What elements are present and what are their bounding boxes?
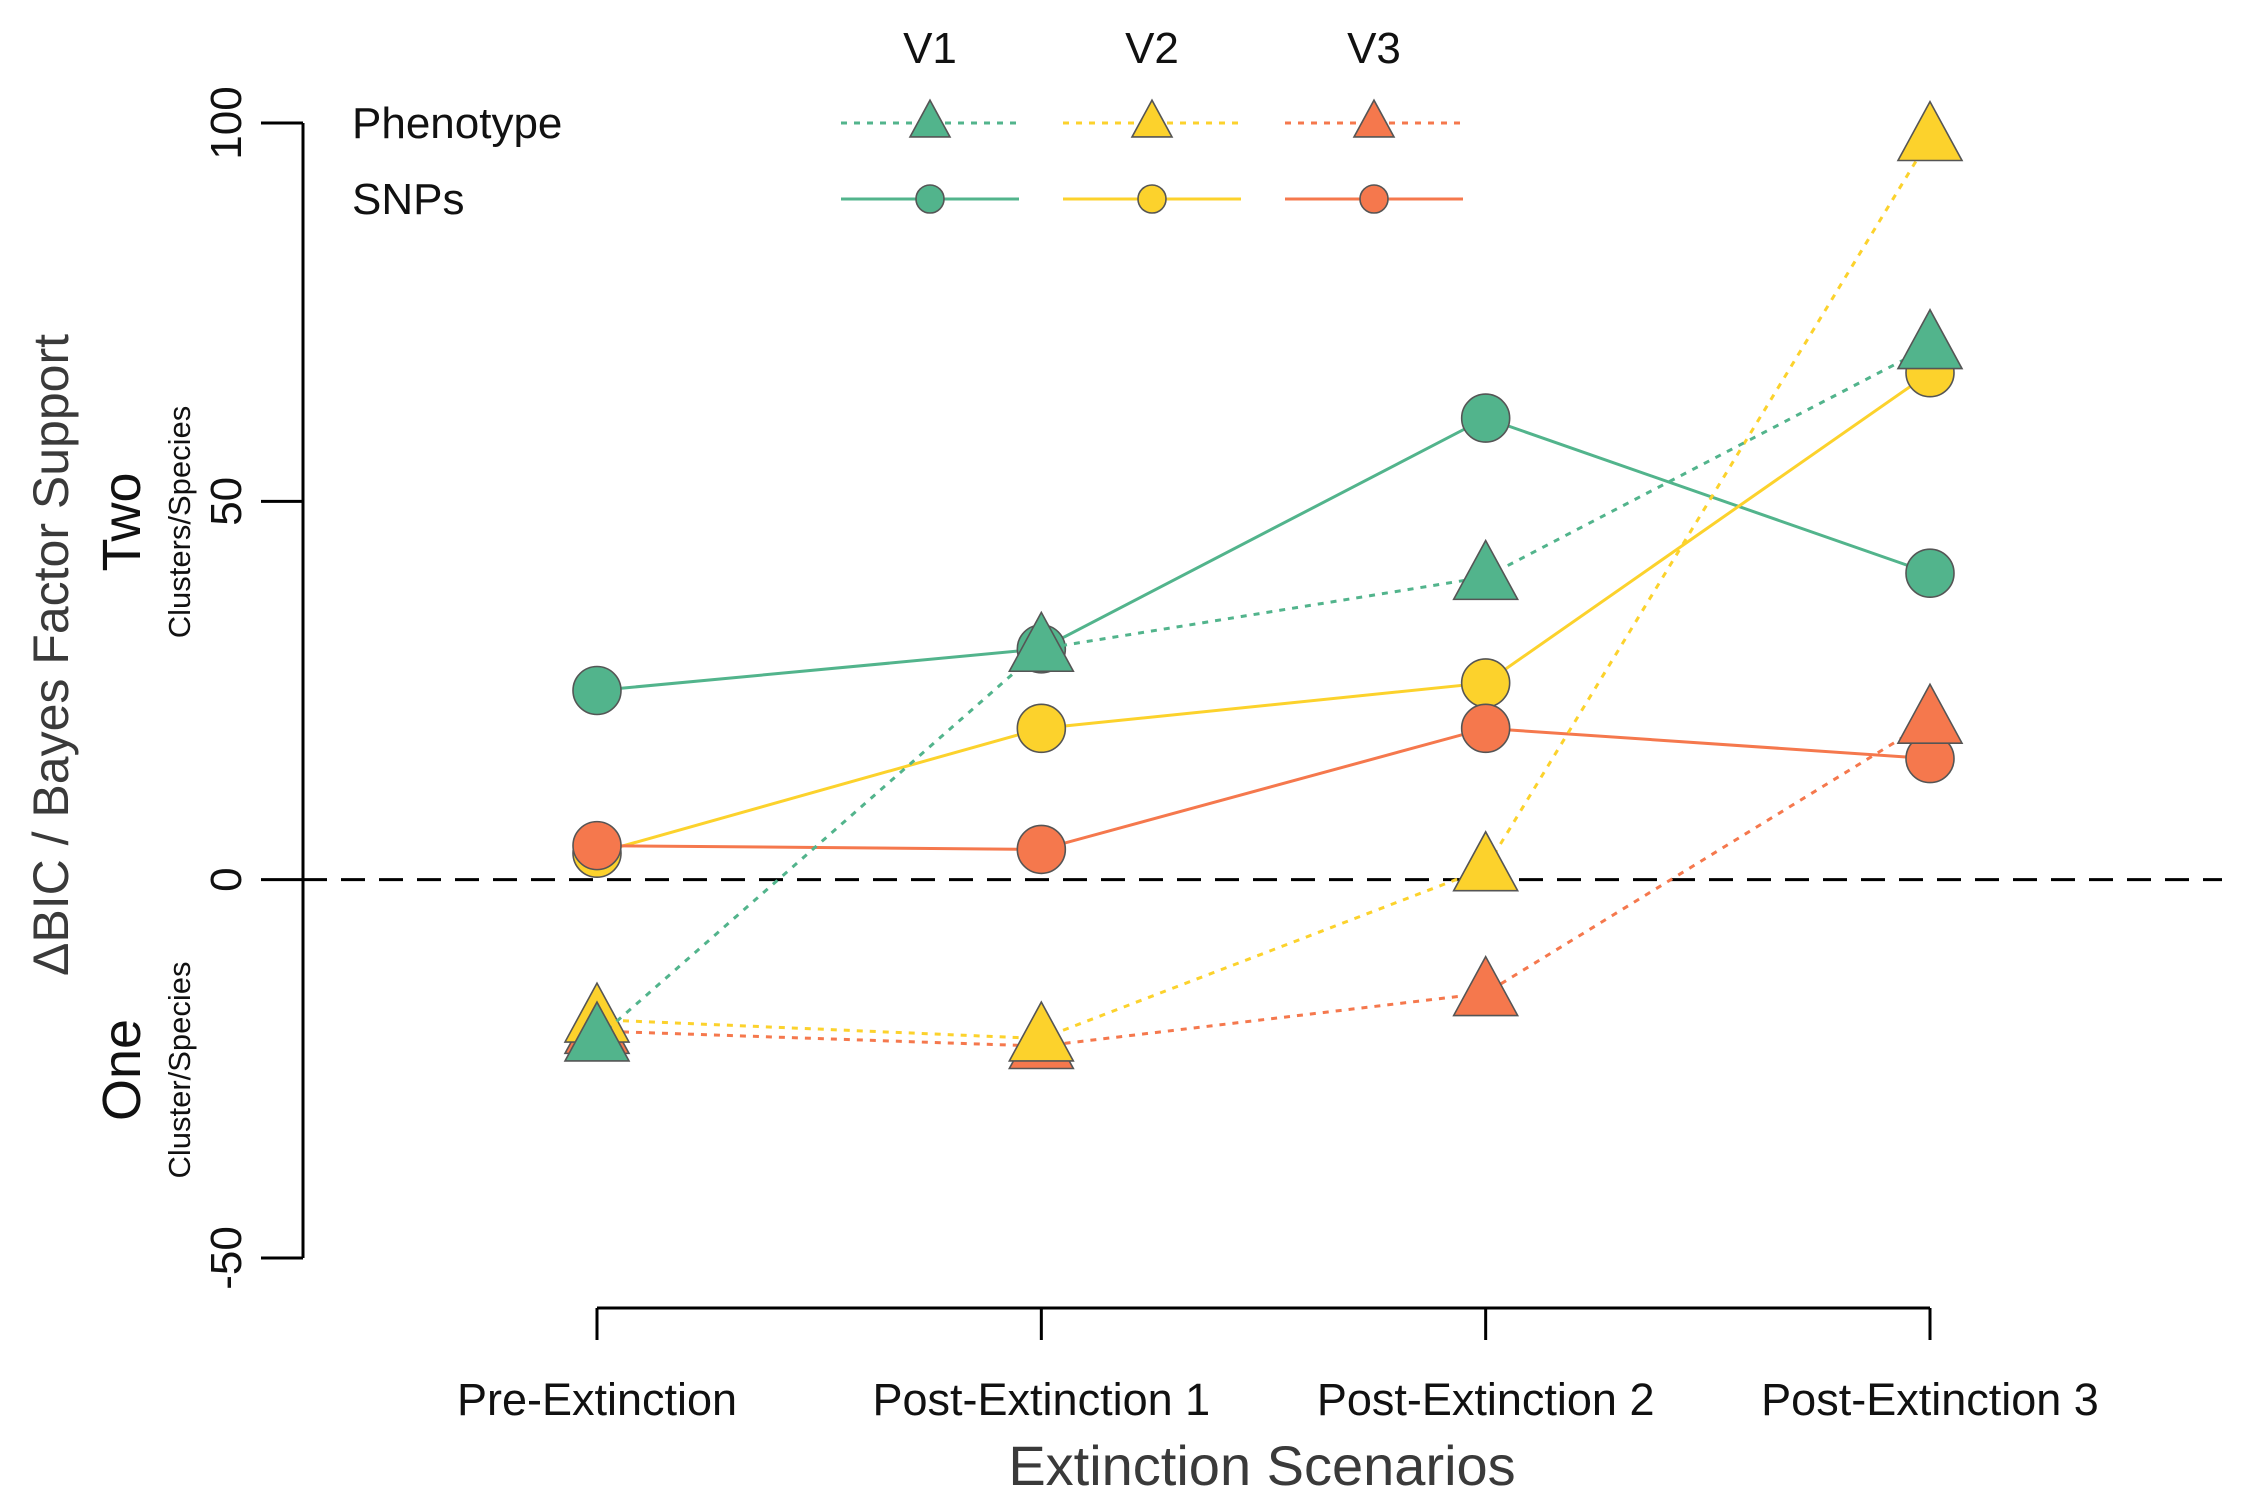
- data-point: [563, 1000, 631, 1062]
- series-line: [596, 719, 1931, 1048]
- series-v1-phenotype: [563, 308, 1964, 1062]
- legend-marker: [1352, 98, 1396, 138]
- data-point: [572, 665, 622, 716]
- legend-row-label: SNPs: [352, 175, 464, 224]
- data-point: [1460, 703, 1511, 754]
- series-line: [596, 137, 1932, 1041]
- y-ticks: -50 0 50 100: [202, 86, 303, 1290]
- legend-row-label: Phenotype: [352, 99, 562, 148]
- series-v3-snps: [572, 703, 1955, 875]
- data-point: [1007, 1000, 1075, 1062]
- legend: V1 V2 V3 Phenotype SNPs: [352, 24, 1463, 224]
- annotation-one: One Cluster/Species: [92, 961, 197, 1178]
- x-tick-label: Post-Extinction 3: [1761, 1374, 2099, 1425]
- x-tick-label: Post-Extinction 2: [1317, 1374, 1655, 1425]
- data-point: [1460, 658, 1511, 708]
- data-point: [1007, 610, 1075, 673]
- y-tick-label: 0: [202, 867, 251, 891]
- annotation-one-sub: Cluster/Species: [162, 961, 197, 1178]
- data-point: [1016, 824, 1067, 875]
- annotation-two-sub: Clusters/Species: [162, 406, 197, 639]
- series-line: [596, 416, 1931, 692]
- y-tick-label: 100: [202, 86, 251, 159]
- series-v1-snps: [572, 393, 1955, 716]
- annotation-one-main: One: [92, 1019, 152, 1121]
- data-point: [1905, 548, 1955, 599]
- y-tick-label: -50: [202, 1226, 251, 1290]
- x-ticks: Pre-Extinction Post-Extinction 1 Post-Exti…: [457, 1308, 2099, 1425]
- series-v2-phenotype: [563, 99, 1964, 1062]
- y-axis-label: ΔBIC / Bayes Factor Support: [23, 334, 79, 976]
- legend-marker: [1359, 184, 1389, 214]
- data-point: [1896, 99, 1964, 162]
- series-line: [596, 726, 1931, 851]
- legend-marker: [1137, 184, 1167, 214]
- legend-column-header: V3: [1347, 24, 1401, 73]
- series-line: [596, 371, 1931, 855]
- legend-marker: [915, 184, 945, 214]
- data-point: [1452, 830, 1520, 892]
- annotation-two-main: Two: [92, 472, 152, 571]
- axes: [301, 123, 2222, 1310]
- x-tick-label: Post-Extinction 1: [873, 1374, 1211, 1425]
- legend-column-header: V2: [1125, 24, 1179, 73]
- data-point: [1452, 954, 1520, 1017]
- annotation-two: Two Clusters/Species: [92, 406, 197, 639]
- data-point: [1896, 308, 1964, 370]
- legend-marker: [908, 98, 952, 138]
- data-point: [572, 820, 622, 871]
- x-tick-label: Pre-Extinction: [457, 1374, 737, 1425]
- data-point: [1452, 538, 1520, 601]
- data-point: [1016, 703, 1067, 754]
- data-point: [1896, 682, 1964, 744]
- series-layer: [563, 99, 1964, 1070]
- series-line: [596, 344, 1931, 1040]
- data-point: [1460, 393, 1511, 443]
- series-v2-snps: [572, 347, 1955, 878]
- series-v3-phenotype: [563, 682, 1964, 1070]
- legend-marker: [1130, 98, 1174, 138]
- legend-column-header: V1: [903, 24, 957, 73]
- y-tick-label: 50: [202, 477, 251, 526]
- x-axis-label: Extinction Scenarios: [1008, 1434, 1515, 1497]
